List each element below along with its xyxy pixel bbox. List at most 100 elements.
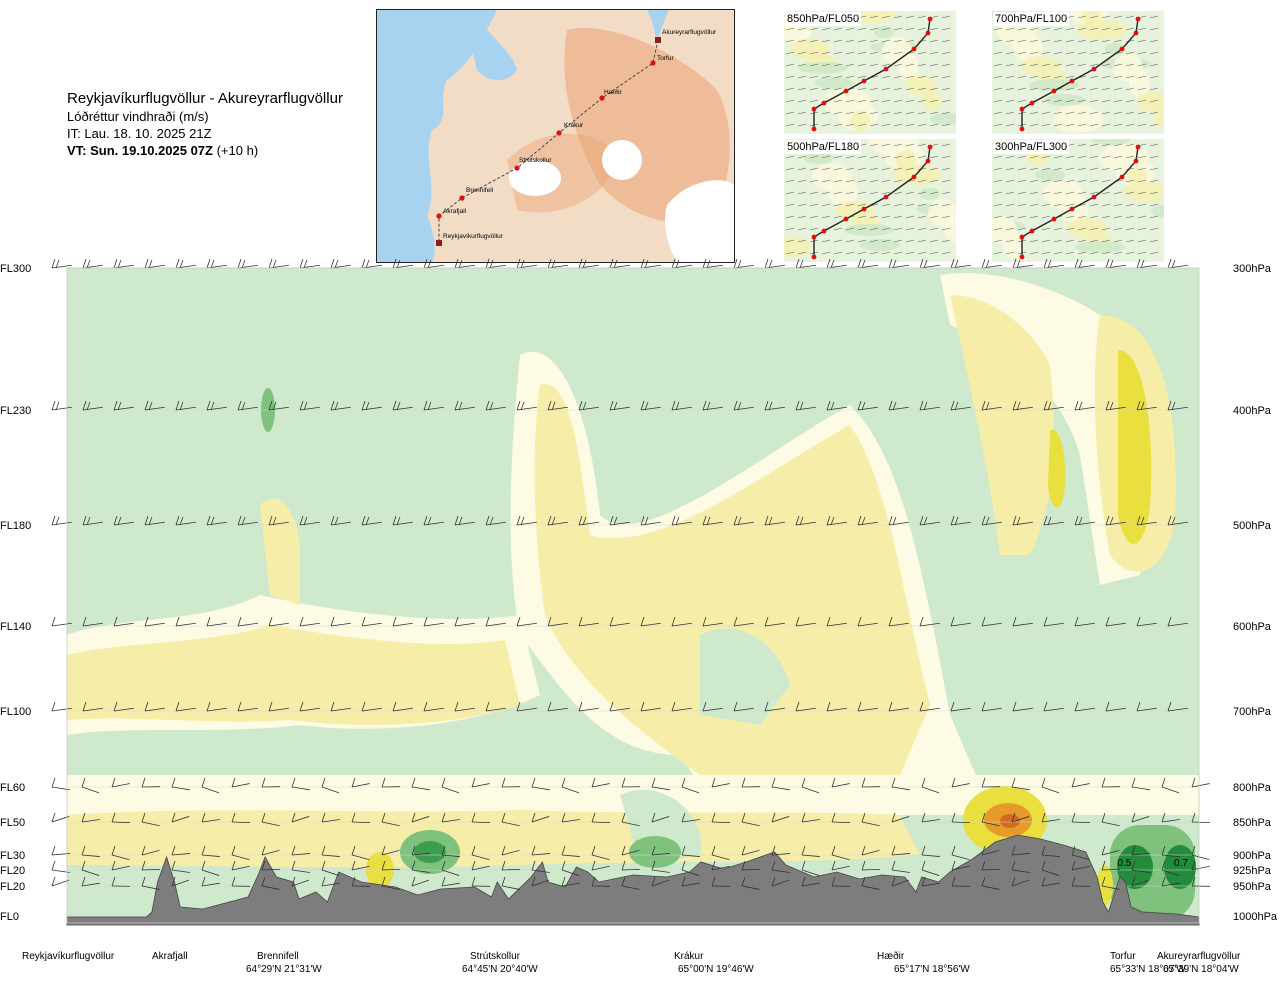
wind-barb (411, 845, 430, 856)
wind-barb (591, 812, 611, 824)
thumb-wind-barb (1137, 251, 1147, 255)
thumb-wind-barb (809, 215, 819, 219)
map-waypoint-marker (514, 165, 520, 171)
thumb-wind-barb (821, 191, 831, 195)
thumb-wind-barb (941, 15, 951, 19)
wind-barb (733, 616, 754, 627)
wind-barb (826, 515, 847, 526)
thumb-wind-barb (1113, 239, 1123, 243)
thumb-wind-barb (905, 123, 915, 127)
thumb-wind-barb (941, 155, 951, 159)
wind-barb (1105, 400, 1126, 411)
wind-barb (891, 876, 910, 887)
wind-barb (857, 400, 878, 411)
thumb-wind-barb (1125, 251, 1135, 255)
wind-barb (801, 845, 820, 857)
thumb-wind-barb (785, 191, 795, 195)
thumb-wind-barb (821, 215, 831, 219)
valid-time-offset: (+10 h) (216, 143, 259, 158)
map-waypoint-label: Hæðir (604, 88, 623, 96)
thumb-wind-barb (809, 155, 819, 159)
wind-barb (711, 845, 730, 861)
wind-barb (454, 616, 475, 627)
wind-barb (330, 701, 351, 712)
thumb-waypoint-marker (1019, 234, 1025, 240)
thumb-wind-barb (993, 27, 1003, 31)
wind-barb (144, 616, 165, 627)
wind-barb (561, 812, 580, 823)
map-waypoint-label: Krákur (564, 122, 584, 129)
thumb-wind-barb (1041, 75, 1051, 79)
thumb-wind-barb (1005, 203, 1015, 207)
contour-patch (67, 625, 520, 725)
thumb-wind-barb (809, 51, 819, 55)
wind-barb (111, 845, 130, 861)
thumb-wind-barb (1041, 39, 1051, 43)
thumb-wind-barb (785, 87, 795, 91)
contour-value-label: 0.7 (1174, 858, 1188, 869)
hpa-label: 700hPa (1233, 706, 1272, 718)
wind-barb (547, 400, 568, 411)
wind-barb (51, 515, 72, 526)
thumb-wind-barb (905, 15, 915, 19)
thumb-wind-barb (845, 111, 855, 115)
wind-barb (531, 876, 550, 887)
thumb-wind-barb (857, 167, 867, 171)
route-map: Akureyrarflugvöllur Torfur Hæðir Krákur Strú… (376, 9, 735, 263)
thumb-wind-barb (1113, 215, 1123, 219)
wind-barb (392, 515, 413, 526)
thumb-wind-barb (929, 99, 939, 103)
wind-barb (51, 812, 70, 823)
thumb-waypoint-marker (1119, 174, 1125, 180)
thumb-wind-barb (1101, 203, 1111, 207)
thumb-wind-barb (1041, 167, 1051, 171)
thumb-wind-barb (797, 51, 807, 55)
wind-barb (981, 777, 1001, 788)
wind-barb (411, 876, 430, 887)
thumb-wind-barb (941, 87, 951, 91)
thumb-wind-barb (1137, 191, 1147, 195)
thumb-wind-barb (785, 27, 795, 31)
thumb-wind-barb (993, 179, 1003, 183)
wind-barb (171, 876, 190, 887)
thumb-wind-barb (941, 239, 951, 243)
thumb-wind-barb (1125, 123, 1135, 127)
wind-barb (454, 400, 475, 411)
wind-barb (201, 876, 220, 887)
wind-barb (201, 845, 220, 857)
thumb-wind-barb (1041, 251, 1051, 255)
thumb-wind-barb (1113, 167, 1123, 171)
wind-barb (201, 777, 220, 794)
thumb-wind-barb (857, 39, 867, 43)
wind-barb (921, 845, 940, 857)
wind-barb (771, 860, 790, 873)
wind-barb (561, 860, 580, 876)
thumb-wind-barb (821, 51, 831, 55)
thumb-wind-barb (905, 143, 915, 147)
wind-barb (454, 701, 475, 712)
thumb-wind-barb (1053, 251, 1063, 255)
thumb-wind-barb (869, 39, 879, 43)
thumb-wind-barb (1041, 99, 1051, 103)
thumb-wind-barb (929, 123, 939, 127)
thumb-wind-barb (993, 215, 1003, 219)
wind-barb (621, 845, 640, 856)
thumb-wind-barb (1017, 87, 1027, 91)
thumb-wind-barb (1053, 191, 1063, 195)
thumb-waypoint-marker (821, 228, 827, 234)
thumb-wind-barb (833, 215, 843, 219)
thumb-wind-barb (809, 99, 819, 103)
wind-barb (826, 701, 847, 712)
map-glacier-vatnajokull (665, 180, 734, 262)
thumb-wind-barb (917, 123, 927, 127)
wind-barb (516, 258, 537, 269)
thumb-waypoint-marker (861, 78, 867, 84)
thumb-wind-barb (1125, 51, 1135, 55)
contour-patch (1048, 429, 1066, 508)
wind-barb (330, 258, 351, 269)
thumb-wind-barb (881, 123, 891, 127)
wind-barb (951, 860, 970, 871)
thumb-wind-barb (1053, 39, 1063, 43)
wind-barb (741, 845, 760, 856)
wind-barb (82, 616, 103, 627)
